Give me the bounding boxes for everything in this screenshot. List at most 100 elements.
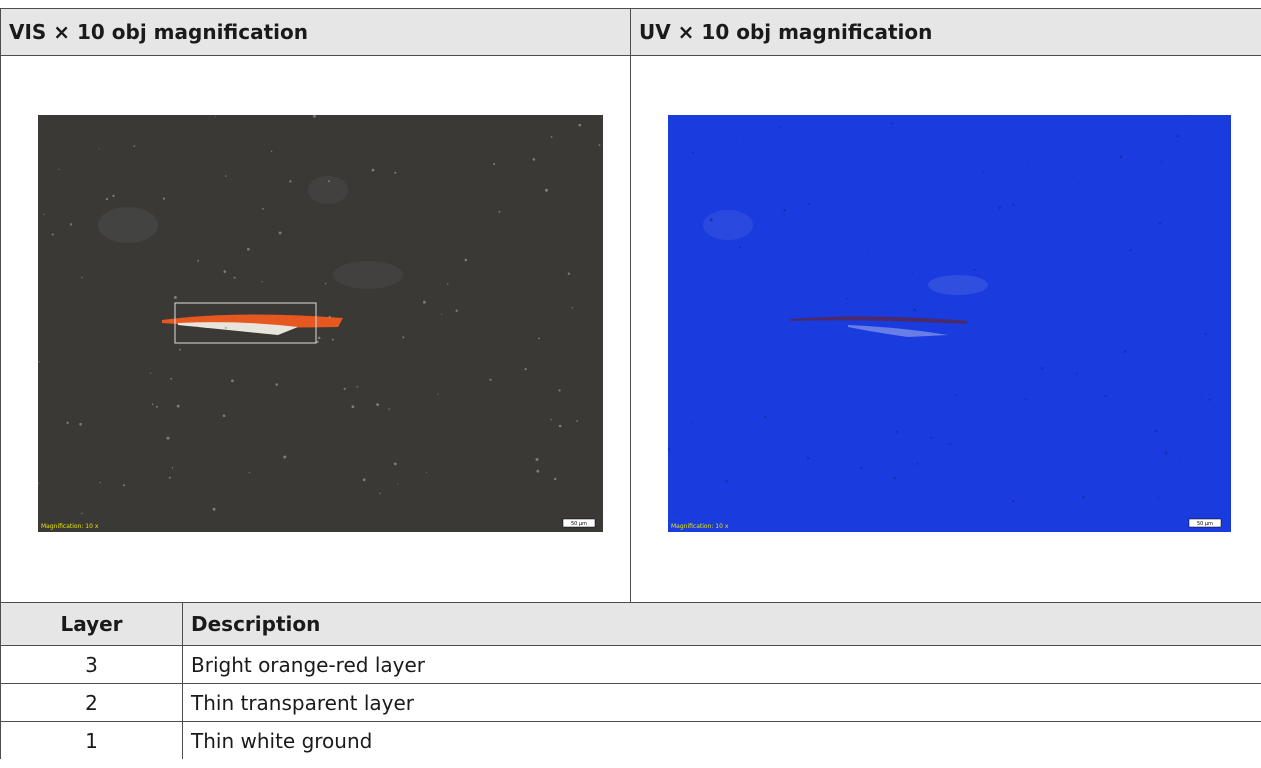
speckle — [171, 467, 174, 469]
speckle — [1029, 285, 1031, 287]
speckle — [99, 482, 101, 484]
speckle — [393, 462, 397, 466]
speckle — [1129, 249, 1132, 252]
speckle — [66, 421, 69, 424]
speckle — [1012, 499, 1015, 503]
scale-bar-label: 50 µm — [1197, 521, 1213, 527]
speckle — [558, 424, 562, 428]
column-header: UV × 10 obj magnification — [630, 8, 1261, 55]
speckle — [938, 205, 940, 207]
speckle — [1072, 176, 1074, 178]
speckle — [371, 168, 375, 172]
speckle — [578, 123, 582, 127]
layer-number: 3 — [0, 645, 182, 683]
speckle — [536, 469, 540, 473]
speckle — [954, 394, 957, 397]
speckle — [423, 300, 426, 304]
speckle — [376, 403, 379, 406]
speckle — [895, 430, 899, 433]
scale-bar — [562, 518, 596, 528]
speckle — [558, 389, 561, 392]
image-cell — [0, 55, 630, 602]
speckle — [51, 233, 54, 236]
speckle — [1208, 398, 1211, 401]
speckle — [231, 379, 234, 383]
speckle — [441, 313, 442, 315]
speckle — [426, 471, 428, 473]
speckle — [1024, 398, 1027, 401]
speckle — [913, 308, 917, 312]
table-header: Description — [182, 602, 1261, 645]
speckle — [168, 476, 171, 479]
speckle — [316, 340, 319, 344]
speckle — [447, 283, 449, 285]
image-background — [668, 115, 1231, 532]
speckle — [166, 436, 170, 440]
speckle — [973, 268, 976, 271]
speckle — [1154, 430, 1157, 433]
speckle — [331, 338, 334, 341]
speckle — [156, 405, 158, 408]
speckle — [545, 188, 548, 192]
speckle — [1201, 496, 1203, 498]
speckle — [397, 483, 399, 485]
speckle — [98, 148, 100, 150]
layer-description: Thin white ground — [182, 721, 1261, 759]
speckle — [673, 511, 676, 513]
speckle — [808, 203, 811, 206]
speckle — [493, 163, 496, 166]
speckle — [283, 455, 287, 459]
speckle — [1172, 183, 1175, 185]
speckle — [223, 270, 227, 273]
speckle — [1185, 115, 1188, 117]
speckle — [176, 404, 180, 408]
speckle — [916, 462, 919, 465]
speckle — [224, 326, 227, 329]
speckle — [554, 477, 557, 481]
scale-bar — [1188, 518, 1222, 528]
speckle — [1156, 496, 1159, 499]
speckle — [535, 458, 539, 461]
speckle — [668, 447, 671, 451]
scale-bar-label: 50 µm — [571, 521, 587, 527]
speckle — [1161, 160, 1163, 163]
speckle — [388, 408, 391, 410]
speckle — [783, 209, 786, 212]
speckle — [455, 309, 458, 312]
table-header: Layer — [0, 602, 182, 645]
layer-number: 2 — [0, 683, 182, 721]
speckle — [170, 377, 173, 380]
speckle — [356, 386, 359, 388]
speckle — [215, 116, 217, 118]
speckle — [81, 512, 83, 515]
speckle — [567, 272, 571, 275]
speckle — [162, 197, 165, 200]
speckle — [846, 297, 848, 300]
speckle — [278, 231, 282, 235]
speckle — [70, 223, 73, 226]
magnification-label: Magnification: 10 x — [41, 523, 99, 530]
vis-micrograph: Magnification: 10 x 50 µm — [38, 115, 603, 532]
speckle — [1012, 203, 1015, 207]
speckle — [733, 365, 735, 367]
speckle — [1204, 333, 1207, 336]
speckle — [248, 472, 250, 474]
speckle — [1158, 222, 1162, 225]
speckle — [270, 150, 273, 153]
haze — [308, 176, 348, 204]
haze — [703, 210, 753, 240]
speckle — [43, 213, 45, 215]
speckle — [982, 170, 984, 173]
speckle — [538, 337, 540, 340]
column-header: VIS × 10 obj magnification — [0, 8, 630, 55]
speckle — [394, 171, 397, 174]
speckle — [1119, 182, 1121, 185]
speckle — [598, 144, 601, 146]
speckle — [343, 387, 346, 390]
speckle — [1027, 164, 1029, 166]
speckle — [1021, 439, 1024, 441]
speckle — [247, 247, 250, 251]
speckle — [1082, 495, 1085, 499]
speckle — [1003, 154, 1005, 156]
